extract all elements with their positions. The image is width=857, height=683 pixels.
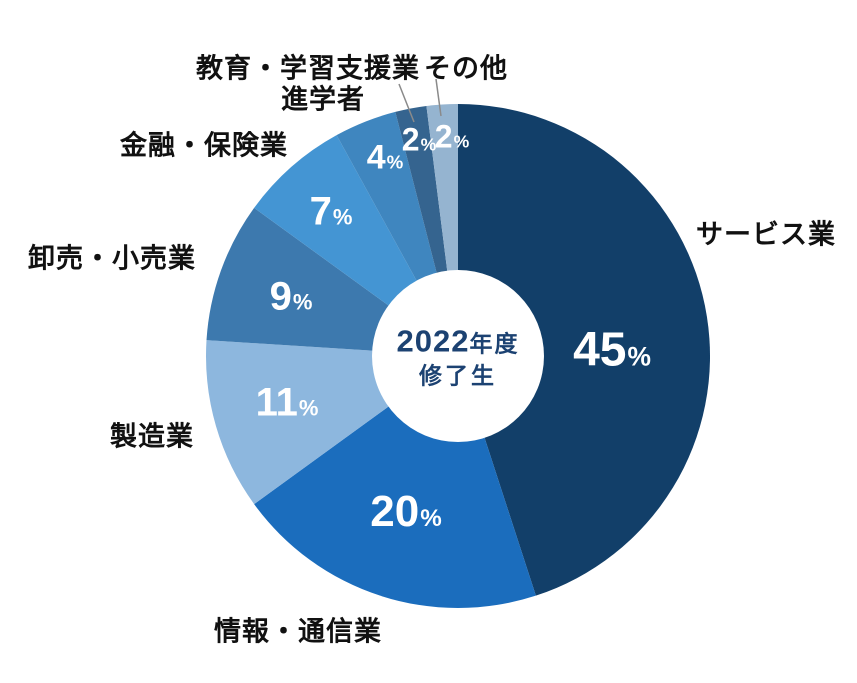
- pie-slice-0: [458, 104, 711, 596]
- category-label-3: 卸売・小売業: [28, 243, 196, 274]
- center-label-year: 2022: [396, 323, 470, 359]
- percent-value-0: 45: [573, 323, 627, 377]
- percent-symbol-7: %: [453, 131, 470, 152]
- category-label-7: その他: [424, 53, 508, 84]
- percent-label-5: 4%: [367, 139, 404, 178]
- percent-symbol-1: %: [420, 505, 442, 532]
- percent-symbol-0: %: [627, 341, 651, 372]
- percent-label-4: 7%: [310, 190, 353, 235]
- percent-value-7: 2: [434, 118, 453, 155]
- percent-value-3: 9: [269, 274, 292, 319]
- percent-symbol-6: %: [420, 134, 437, 155]
- percent-value-4: 7: [309, 189, 332, 234]
- donut-hole: [372, 270, 544, 442]
- center-label-line2: 修了生: [419, 362, 497, 388]
- percent-label-0: 45%: [573, 323, 651, 378]
- percent-value-6: 2: [401, 121, 420, 158]
- percent-label-1: 20%: [370, 487, 441, 537]
- category-label-0: サービス業: [696, 219, 836, 250]
- percent-label-6: 2%: [402, 122, 436, 159]
- percent-symbol-2: %: [298, 395, 319, 421]
- category-label-5: 教育・学習支援業: [196, 53, 420, 84]
- percent-symbol-5: %: [386, 151, 404, 173]
- leader-line-1: [435, 78, 442, 117]
- percent-label-7: 2%: [435, 119, 469, 156]
- category-label-6: 進学者: [281, 84, 365, 115]
- percent-label-3: 9%: [270, 275, 313, 320]
- leader-line-0: [398, 83, 415, 123]
- category-label-1: 情報・通信業: [214, 616, 382, 647]
- category-label-4: 金融・保険業: [120, 130, 288, 161]
- center-label-year-suffix: 年度: [469, 330, 520, 357]
- percent-symbol-3: %: [292, 289, 313, 315]
- center-label-line1: 2022年度: [397, 322, 520, 361]
- percent-value-1: 20: [370, 487, 420, 536]
- percent-label-2: 11%: [256, 381, 319, 426]
- category-label-2: 製造業: [110, 421, 194, 452]
- percent-value-5: 4: [366, 138, 386, 177]
- percent-value-2: 11: [255, 380, 298, 425]
- center-label: 2022年度 修了生: [397, 322, 520, 390]
- percent-symbol-4: %: [332, 204, 353, 230]
